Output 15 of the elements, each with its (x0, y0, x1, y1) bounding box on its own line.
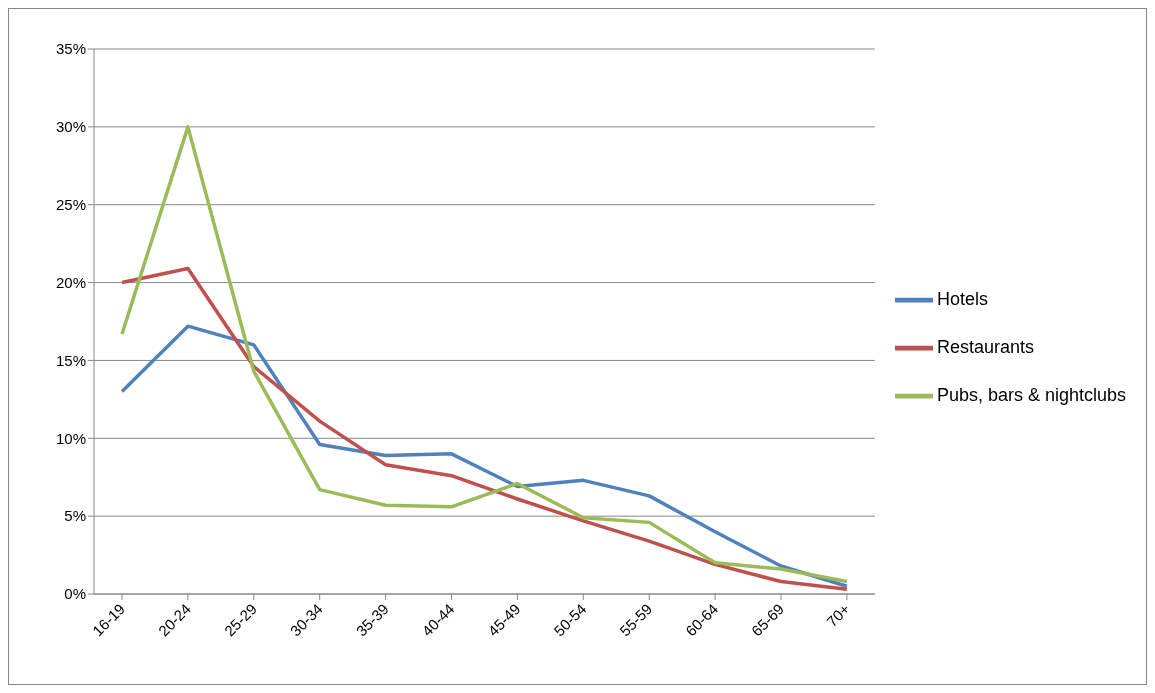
y-tick-label: 30% (55, 118, 86, 136)
line-series (120, 324, 849, 588)
legend-label: Pubs, bars & nightclubs (936, 384, 1126, 405)
legend-label: Hotels (936, 288, 988, 309)
y-tick-label: 0% (64, 585, 86, 603)
x-tick-label: 70+ (822, 599, 854, 631)
y-tick-label: 25% (55, 196, 86, 214)
y-tick-label: 5% (64, 507, 86, 525)
y-tick-label: 20% (55, 273, 86, 291)
legend-label: Restaurants (936, 336, 1034, 357)
line-series (120, 266, 849, 592)
y-tick-label: 35% (55, 40, 86, 58)
y-tick-label: 10% (55, 429, 86, 447)
y-tick-label: 15% (55, 351, 86, 369)
line-series (120, 125, 849, 584)
